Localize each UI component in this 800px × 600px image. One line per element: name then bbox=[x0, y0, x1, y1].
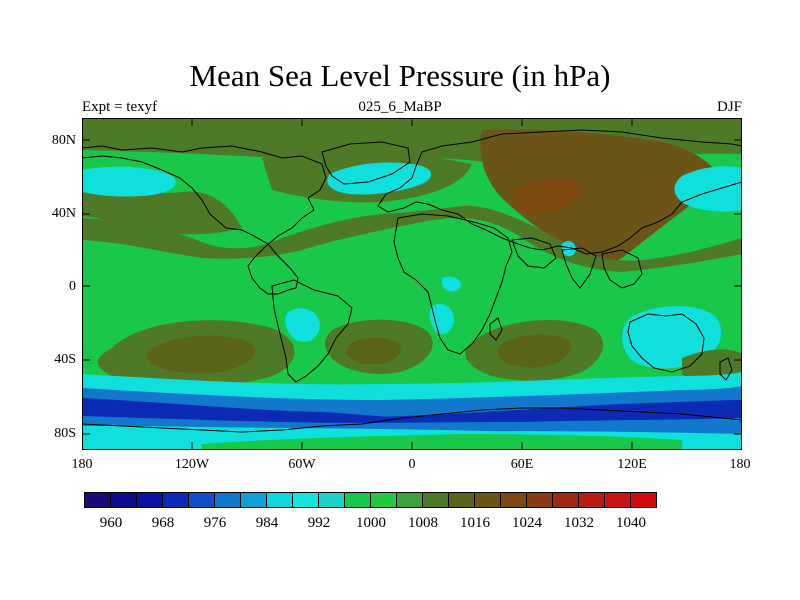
africa-low bbox=[442, 276, 461, 292]
colorbar-label: 1008 bbox=[408, 515, 438, 531]
siberian-high-core bbox=[511, 178, 583, 215]
colorbar-label: 968 bbox=[151, 515, 175, 531]
colorbar-label: 1040 bbox=[616, 515, 646, 531]
north-america-coast bbox=[82, 145, 327, 295]
colorbar-swatch bbox=[500, 492, 527, 508]
new-zealand-coast bbox=[719, 357, 733, 381]
colorbar-swatch bbox=[422, 492, 449, 508]
lat-tick-40n: 40N bbox=[51, 206, 76, 221]
colorbar-label: 1000 bbox=[356, 515, 386, 531]
colorbar-swatch bbox=[474, 492, 501, 508]
australia-low bbox=[622, 306, 722, 369]
lat-tick-0: 0 bbox=[69, 279, 76, 294]
colorbar-swatch bbox=[344, 492, 371, 508]
colorbar-swatch bbox=[396, 492, 423, 508]
colorbar-swatch bbox=[110, 492, 137, 508]
lon-tick-60w: 60W bbox=[288, 457, 316, 472]
colorbar-swatch bbox=[292, 492, 319, 508]
colorbar-swatch bbox=[552, 492, 579, 508]
south-pacific-high-core bbox=[146, 335, 256, 374]
season-label: DJF bbox=[716, 99, 742, 115]
pressure-map bbox=[82, 118, 742, 450]
colorbar-swatch bbox=[630, 492, 657, 508]
colorbar-label: 984 bbox=[255, 515, 279, 531]
colorbar-swatch bbox=[266, 492, 293, 508]
colorbar-swatch bbox=[604, 492, 631, 508]
colorbar-label: 992 bbox=[307, 515, 331, 531]
north-midlat-olive bbox=[82, 205, 742, 272]
colorbar-swatch bbox=[448, 492, 475, 508]
india-coast bbox=[561, 247, 597, 289]
siberian-high bbox=[480, 129, 722, 267]
eurasia-coast bbox=[377, 129, 742, 255]
antarctic-green bbox=[202, 434, 682, 450]
colorbar-label: 1032 bbox=[564, 515, 594, 531]
colorbar-swatch bbox=[136, 492, 163, 508]
lon-tick-0: 0 bbox=[408, 457, 416, 472]
indian-ocean-high-core bbox=[497, 334, 572, 368]
greenland-coast bbox=[321, 141, 411, 185]
lat-tick-40s: 40S bbox=[54, 352, 76, 367]
colorbar-label: 1016 bbox=[460, 515, 490, 531]
colorbar-swatch bbox=[318, 492, 345, 508]
colorbar bbox=[84, 492, 657, 508]
south-america-low bbox=[285, 308, 320, 343]
lat-tick-80n: 80N bbox=[51, 133, 76, 148]
colorbar-swatch bbox=[188, 492, 215, 508]
lon-tick-60e: 60E bbox=[510, 457, 534, 472]
aleutian-low-east bbox=[674, 166, 742, 212]
lon-tick-120e: 120E bbox=[617, 457, 647, 472]
lon-tick-180w: 180 bbox=[71, 457, 93, 472]
run-label: 025_6_MaBP bbox=[358, 99, 442, 115]
experiment-label: Expt = texyf bbox=[82, 99, 158, 115]
lon-tick-120w: 120W bbox=[174, 457, 210, 472]
colorbar-swatch bbox=[370, 492, 397, 508]
antarctica-coast bbox=[82, 407, 742, 433]
lat-tick-80s: 80S bbox=[54, 426, 76, 441]
colorbar-label: 1024 bbox=[512, 515, 542, 531]
lon-tick-180e: 180 bbox=[729, 457, 751, 472]
colorbar-swatch bbox=[526, 492, 553, 508]
colorbar-label: 960 bbox=[99, 515, 123, 531]
colorbar-swatch bbox=[214, 492, 241, 508]
south-atlantic-high-core bbox=[346, 337, 401, 365]
colorbar-swatch bbox=[84, 492, 111, 508]
australia-coast bbox=[627, 313, 705, 373]
arabian-low bbox=[562, 241, 576, 257]
colorbar-swatch bbox=[240, 492, 267, 508]
colorbar-swatch bbox=[578, 492, 605, 508]
arabia-coast bbox=[511, 237, 557, 269]
southern-darkblue-band bbox=[82, 398, 742, 423]
aleutian-low bbox=[82, 166, 176, 197]
southeast-asia-coast bbox=[601, 249, 643, 289]
colorbar-label: 976 bbox=[203, 515, 227, 531]
southern-africa-low bbox=[429, 303, 454, 335]
madagascar-coast bbox=[489, 317, 503, 341]
southern-blue-band bbox=[82, 386, 742, 435]
south-america-coast bbox=[271, 279, 353, 383]
africa-coast bbox=[393, 213, 513, 355]
colorbar-swatch bbox=[162, 492, 189, 508]
map-title: Mean Sea Level Pressure (in hPa) bbox=[189, 58, 611, 93]
